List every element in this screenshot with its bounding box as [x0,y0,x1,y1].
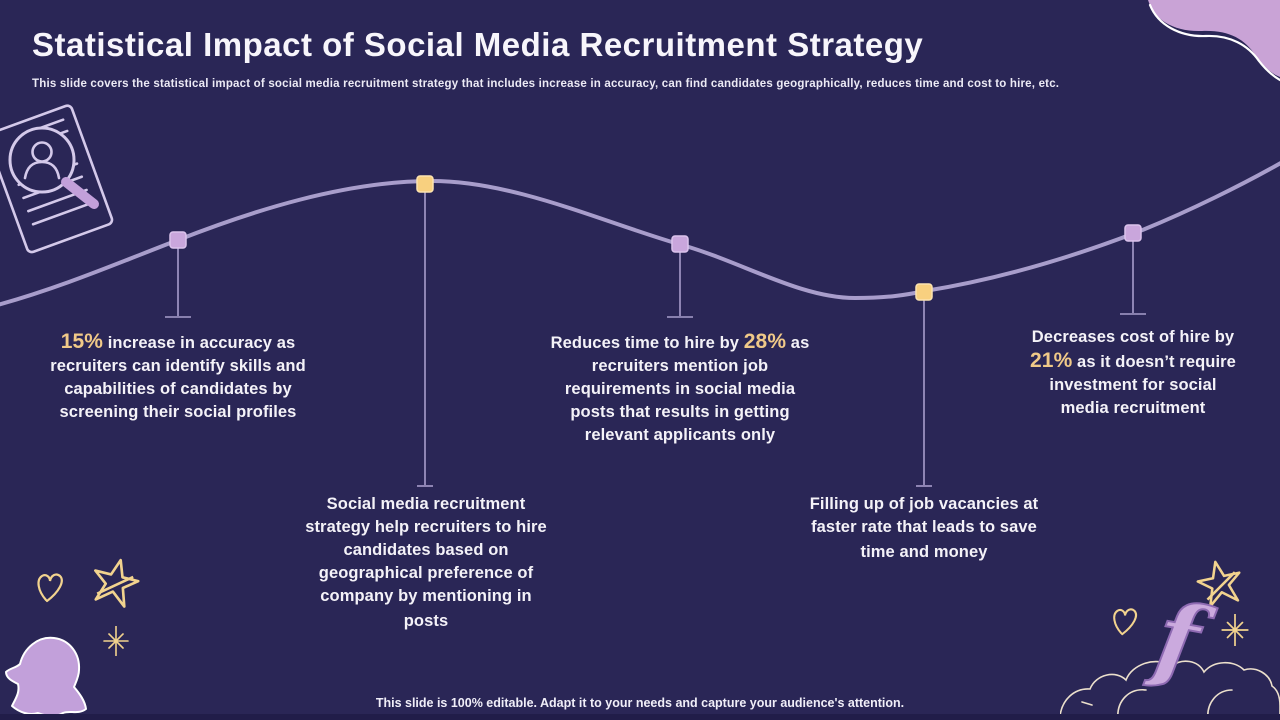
scribble-star-icon [94,558,140,608]
sparkle-icon [1221,614,1249,646]
page-subtitle: This slide covers the statistical impact… [32,78,1060,90]
stat-block-vacancies: Filling up of job vacancies at faster ra… [808,493,1040,564]
stat-text-after: increase in accuracy as recruiters can i… [50,334,306,421]
scribble-star-icon [1196,560,1241,608]
ghost-shape [5,636,87,717]
stat-text-after: as recruiters mention job requirements i… [564,334,810,444]
timeline-marker-5 [1124,224,1142,242]
heart-icon [1113,608,1138,636]
pink-blob-shape [1148,0,1280,82]
marker-stems [165,192,1146,487]
stat-block-cost-of-hire: Decreases cost of hire by 21% as it does… [1029,326,1237,420]
stat-accent-value: 21% [1030,349,1073,372]
clouds-outline [1060,660,1280,720]
footer-note: This slide is 100% editable. Adapt it to… [375,696,905,710]
resume-search-icon [0,104,114,254]
stat-text-before: Decreases cost of hire by [1031,328,1235,346]
heart-icon [37,573,63,603]
timeline-curve [0,161,1280,307]
stat-accent-value: 15% [60,330,104,353]
timeline-marker-4 [915,283,933,301]
timeline-marker-1 [169,231,187,249]
svg-text:f: f [1142,598,1221,700]
stat-text-before: Reduces time to hire by [550,334,744,352]
facebook-f-icon: f [1141,598,1222,701]
stat-block-accuracy: 15% increase in accuracy as recruiters c… [48,330,308,424]
stat-text-after: as it doesn’t require investment for soc… [1049,353,1236,417]
sparkle-icon [103,626,129,656]
bottom-strip [0,714,1280,720]
stat-block-geographical: Social media recruitment strategy help r… [301,493,551,633]
stat-text-before: Filling up of job vacancies at faster ra… [809,495,1039,561]
stat-block-time-to-hire: Reduces time to hire by 28% as recruiter… [541,330,819,447]
timeline-marker-3 [671,235,689,253]
stat-text-before: Social media recruitment strategy help r… [305,495,547,630]
timeline-marker-2 [416,175,434,193]
stat-accent-value: 28% [743,330,787,353]
page-title: Statistical Impact of Social Media Recru… [32,26,924,63]
